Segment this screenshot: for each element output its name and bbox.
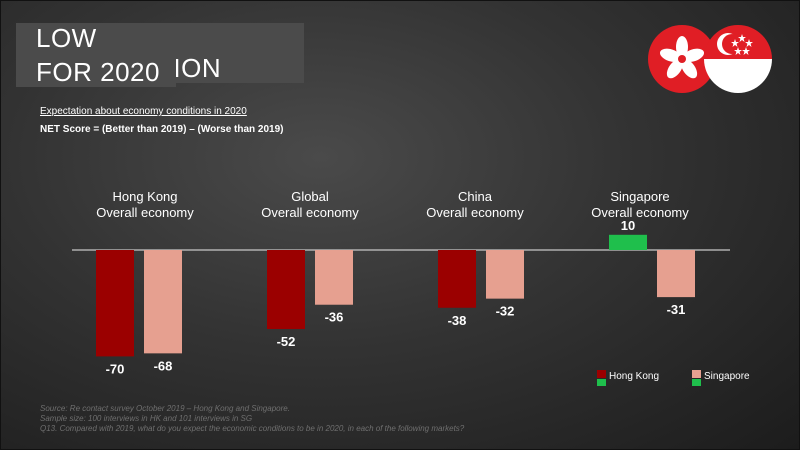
data-label: -52 [277,334,296,349]
category-label: Overall economy [261,205,359,220]
singapore-flag-icon [704,25,772,93]
legend-swatch-positive [692,379,701,386]
legend-label: Hong Kong [609,371,659,382]
legend-swatch-positive [597,379,606,386]
chart-subtitle: Expectation about economy conditions in … [40,106,247,117]
bar [315,250,353,305]
bar [438,250,476,308]
bar [267,250,305,330]
data-label: -70 [106,361,125,376]
source-footnote: Source: Re contact survey October 2019 –… [40,404,464,434]
category-label: China [458,189,493,204]
data-label: -36 [325,310,344,325]
category-label: Singapore [610,189,669,204]
bar [96,250,134,357]
category-label: Hong Kong [112,189,177,204]
footnote-source: Source: Re contact survey October 2019 –… [40,404,290,413]
category-label: Overall economy [426,205,524,220]
category-label: Overall economy [96,205,194,220]
data-label: -31 [667,302,686,317]
hong-kong-flag-icon [648,25,716,93]
data-label: 10 [621,218,635,233]
data-label: -38 [448,313,467,328]
bar [609,234,647,250]
data-label: -68 [154,358,173,373]
category-label: Global [291,189,329,204]
footnote-question: Q13. Compared with 2019, what do you exp… [40,424,465,433]
legend-swatch [692,370,701,378]
legend-swatch [597,370,606,378]
slide-title-line2: FOR 2020 [16,57,176,87]
category-label: Overall economy [591,205,689,220]
footnote-sample-size: Sample size: 100 interviews in HK and 10… [40,414,253,423]
net-score-definition: NET Score = (Better than 2019) – (Worse … [40,124,284,135]
bar [657,250,695,298]
data-label: -32 [496,304,515,319]
bar [144,250,182,354]
bar [486,250,524,299]
legend-label: Singapore [704,371,750,382]
